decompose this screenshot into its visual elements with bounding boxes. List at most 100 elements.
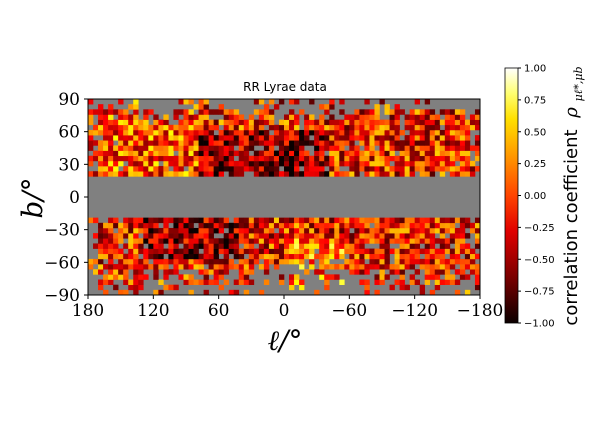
heatmap-cell bbox=[379, 129, 385, 136]
heatmap-cell bbox=[163, 233, 169, 239]
heatmap-cell bbox=[178, 264, 184, 270]
heatmap-cell bbox=[384, 222, 390, 229]
heatmap-cell bbox=[158, 171, 164, 177]
heatmap-cell bbox=[133, 119, 139, 126]
heatmap-cell bbox=[309, 155, 315, 162]
heatmap-cell bbox=[128, 248, 134, 255]
heatmap-cell bbox=[108, 160, 114, 167]
heatmap-cell bbox=[459, 233, 466, 239]
heatmap-cell bbox=[138, 279, 144, 285]
heatmap-cell bbox=[178, 253, 184, 260]
heatmap-cell bbox=[233, 135, 240, 141]
heatmap-cell bbox=[434, 155, 441, 162]
heatmap-cell bbox=[218, 109, 224, 115]
heatmap-cell bbox=[273, 124, 280, 131]
heatmap-cell bbox=[364, 135, 370, 141]
y-tick-label: −60 bbox=[44, 253, 80, 273]
heatmap-cell bbox=[93, 258, 99, 265]
heatmap-cell bbox=[359, 258, 365, 265]
heatmap-cell bbox=[364, 114, 370, 120]
heatmap-cell bbox=[359, 227, 365, 234]
heatmap-cell bbox=[309, 253, 315, 260]
heatmap-cell bbox=[263, 217, 270, 224]
heatmap-cell bbox=[153, 253, 159, 260]
heatmap-cell bbox=[178, 238, 184, 244]
heatmap-cell bbox=[118, 227, 124, 234]
heatmap-cell bbox=[158, 248, 164, 255]
heatmap-cell bbox=[384, 129, 390, 136]
heatmap-cell bbox=[88, 258, 94, 265]
heatmap-cell bbox=[399, 279, 405, 285]
heatmap-cell bbox=[384, 145, 390, 151]
heatmap-cell bbox=[243, 145, 250, 151]
heatmap-cell bbox=[309, 258, 315, 265]
heatmap-cell bbox=[128, 222, 134, 229]
heatmap-cell bbox=[108, 114, 114, 120]
heatmap-cell bbox=[183, 238, 189, 244]
heatmap-cell bbox=[208, 243, 214, 249]
heatmap-cell bbox=[334, 166, 340, 172]
heatmap-cell bbox=[218, 243, 224, 249]
heatmap-cell bbox=[469, 119, 476, 126]
heatmap-cell bbox=[329, 171, 335, 177]
heatmap-cell bbox=[168, 135, 174, 141]
heatmap-cell bbox=[324, 104, 330, 110]
heatmap-cell bbox=[389, 269, 395, 275]
heatmap-cell bbox=[344, 243, 350, 249]
heatmap-cell bbox=[98, 222, 104, 229]
heatmap-cell bbox=[324, 124, 330, 131]
heatmap-cell bbox=[439, 243, 446, 249]
heatmap-cell bbox=[444, 238, 451, 244]
heatmap-cell bbox=[248, 166, 255, 172]
heatmap-cell bbox=[208, 233, 214, 239]
heatmap-cell bbox=[324, 140, 330, 146]
heatmap-cell bbox=[424, 124, 431, 131]
heatmap-cell bbox=[444, 145, 451, 151]
heatmap-cell bbox=[319, 129, 325, 136]
heatmap-cell bbox=[113, 166, 119, 172]
heatmap-cell bbox=[304, 217, 310, 224]
heatmap-cell bbox=[173, 269, 179, 275]
heatmap-cell bbox=[183, 171, 189, 177]
heatmap-cell bbox=[459, 119, 466, 126]
heatmap-cell bbox=[208, 155, 214, 162]
heatmap-cell bbox=[434, 150, 441, 157]
heatmap-cell bbox=[203, 155, 209, 162]
heatmap-cell bbox=[299, 217, 305, 224]
heatmap-cell bbox=[394, 160, 400, 167]
heatmap-cell bbox=[258, 150, 265, 157]
heatmap-cell bbox=[273, 155, 280, 162]
heatmap-cell bbox=[459, 124, 466, 131]
heatmap-cell bbox=[354, 264, 360, 270]
heatmap-cell bbox=[203, 140, 209, 146]
heatmap-cell bbox=[474, 233, 481, 239]
heatmap-cell bbox=[349, 140, 355, 146]
heatmap-cell bbox=[273, 258, 280, 265]
heatmap-cell bbox=[314, 145, 320, 151]
heatmap-cell bbox=[153, 145, 159, 151]
heatmap-cell bbox=[168, 233, 174, 239]
heatmap-cell bbox=[429, 258, 436, 265]
heatmap-cell bbox=[449, 264, 456, 270]
heatmap-cell bbox=[108, 243, 114, 249]
heatmap-cell bbox=[294, 99, 300, 105]
heatmap-cell bbox=[294, 279, 300, 285]
heatmap-cell bbox=[228, 114, 235, 120]
heatmap-cell bbox=[248, 227, 255, 234]
heatmap-cell bbox=[474, 238, 481, 244]
heatmap-cell bbox=[284, 140, 290, 146]
heatmap-cell bbox=[334, 222, 340, 229]
heatmap-cell bbox=[258, 119, 265, 126]
heatmap-cell bbox=[439, 222, 446, 229]
heatmap-cell bbox=[289, 248, 295, 255]
heatmap-cell bbox=[138, 264, 144, 270]
heatmap-cell bbox=[319, 119, 325, 126]
heatmap-cell bbox=[168, 243, 174, 249]
heatmap-cell bbox=[344, 264, 350, 270]
heatmap-cell bbox=[399, 243, 405, 249]
heatmap-cell bbox=[253, 109, 260, 115]
heatmap-cell bbox=[424, 217, 431, 224]
heatmap-cell bbox=[329, 274, 335, 280]
heatmap-cell bbox=[459, 155, 466, 162]
heatmap-cell bbox=[319, 269, 325, 275]
